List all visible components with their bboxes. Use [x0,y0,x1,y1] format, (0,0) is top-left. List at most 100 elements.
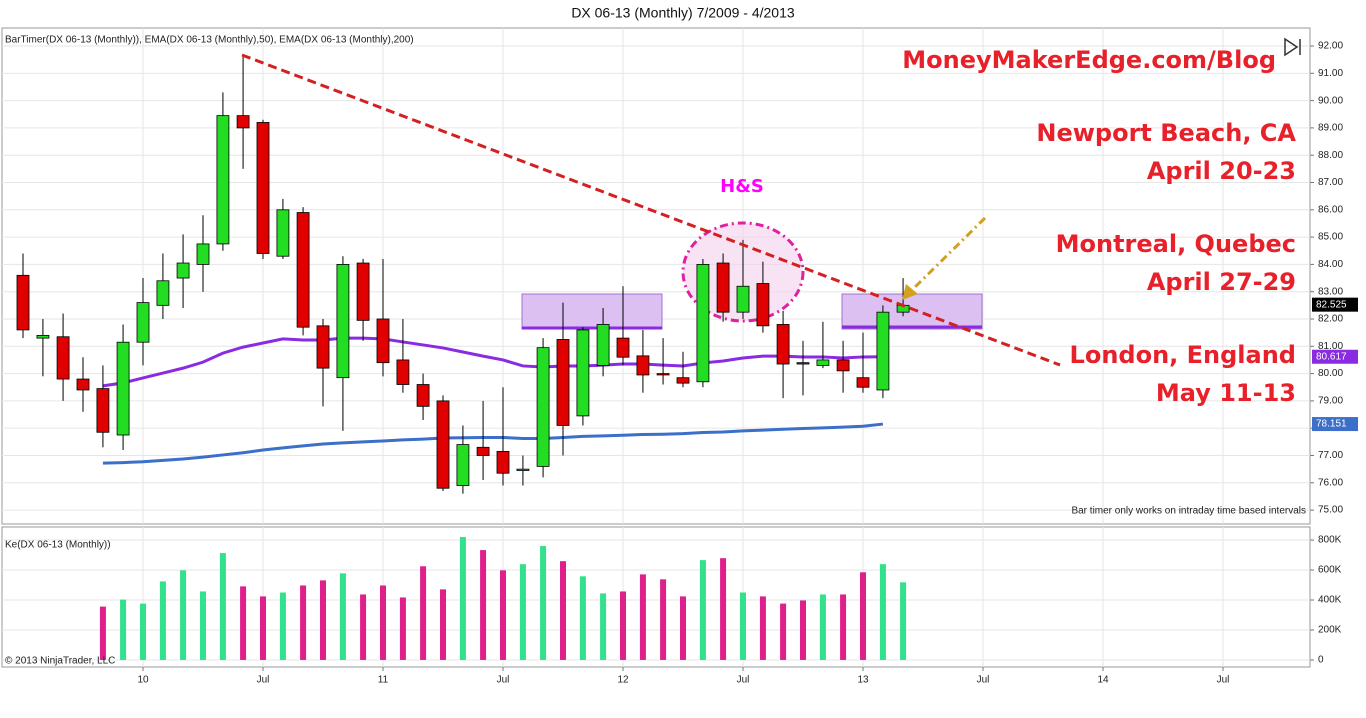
indicator-label: BarTimer(DX 06-13 (Monthly)), EMA(DX 06-… [5,35,414,46]
candle-body [516,468,530,471]
candle-body [216,115,230,245]
y-tick-label: 400K [1318,595,1342,606]
candle-body [536,347,550,467]
volume-bar [219,553,226,660]
volume-bar [660,579,667,660]
candle-body [736,285,750,313]
volume-bar [140,603,146,660]
chart-title: DX 06-13 (Monthly) 7/2009 - 4/2013 [571,5,795,21]
volume-bar [339,573,346,660]
x-tick-label: 10 [137,675,149,686]
candle-body [416,384,430,407]
y-tick-label: 800K [1318,535,1342,546]
y-tick-label: 85.00 [1318,232,1343,243]
y-tick-label: 86.00 [1318,204,1343,215]
x-tick-label: Jul [977,675,990,686]
volume-bar [440,589,446,660]
candle-body [196,243,210,265]
x-tick-label: Jul [497,675,510,686]
copyright: © 2013 NinjaTrader, LLC [5,656,115,667]
annotation: May 11-13 [1156,379,1296,407]
overlays [241,37,1301,367]
candle-body [556,339,570,426]
candle-body [56,336,70,380]
y-tick-label: 89.00 [1318,123,1343,134]
y-tick-label: 84.00 [1318,259,1343,270]
y-tick-label: 76.00 [1318,477,1343,488]
candle-body [496,450,510,474]
candle-body [296,212,310,328]
arrow-head [902,284,918,300]
candle-body [836,359,850,372]
candle-body [236,115,250,129]
y-tick-label: 92.00 [1318,41,1343,52]
candle-body [356,262,370,321]
volume-bar [480,550,487,660]
price-marker-label: 80.617 [1316,351,1347,362]
volume-bar [720,558,727,660]
price-marker [1312,297,1358,312]
trendline [241,53,1061,367]
volume-bar [99,606,106,660]
x-tick-label: Jul [257,675,270,686]
candle-body [36,334,50,339]
candle-body [656,373,670,376]
volume-bar [459,537,466,660]
volume-bar [540,546,547,660]
supply-zone [521,293,663,330]
annotation: London, England [1070,341,1296,369]
volume-bar [320,580,326,660]
y-tick-label: 91.00 [1318,68,1343,79]
x-tick-label: 13 [857,675,869,686]
price-marker [1312,349,1358,364]
candle-body [156,280,170,306]
candle-body [456,444,470,486]
y-tick-label: 87.00 [1318,177,1343,188]
candle-body [676,377,690,384]
y-tick-label: 83.00 [1318,286,1343,297]
volume-bar [639,574,646,660]
annotation: April 20-23 [1147,157,1296,185]
x-tick-label: 11 [378,675,389,686]
volume-bar [740,592,746,660]
candle-body [856,377,870,388]
volume-bar [860,572,866,660]
candle-body [576,329,590,417]
volume-bar [680,596,686,660]
notice: Bar timer only works on intraday time ba… [1071,506,1306,517]
volume-bar [120,599,127,660]
volume-bar [420,566,427,660]
play-icon[interactable] [1284,37,1301,57]
candle-body [696,263,710,383]
x-tick-label: Jul [737,675,750,686]
y-tick-label: 88.00 [1318,150,1343,161]
candle-body [796,362,810,365]
hs-label: H&S [720,176,764,197]
volume-bar [699,560,706,660]
volume-bar [579,576,586,660]
annotation: MoneyMakerEdge.com/Blog [902,46,1276,74]
volume-bar [300,585,307,660]
volume-bar [600,593,607,660]
candle-body [396,359,410,385]
y-tick-label: 90.00 [1318,95,1343,106]
y-tick-label: 79.00 [1318,396,1343,407]
volume-bar [560,561,566,660]
candle-body [136,302,150,343]
price-panel [1,27,1311,525]
supply-zone [841,293,983,330]
candle-body [376,318,390,364]
candle-body [756,283,770,327]
price-marker [1312,417,1358,432]
y-tick-label: 80.00 [1318,368,1343,379]
volume-bar [800,600,806,660]
volume-bar [759,596,766,660]
x-tick-label: Jul [1217,675,1230,686]
volume-panel [1,526,1311,668]
volume-bar [360,594,367,660]
price-marker-label: 82.525 [1316,299,1347,310]
x-tick-label: 14 [1097,675,1109,686]
candle-body [596,324,610,366]
volume-bar [900,582,907,660]
x-tick-label: 12 [617,675,629,686]
